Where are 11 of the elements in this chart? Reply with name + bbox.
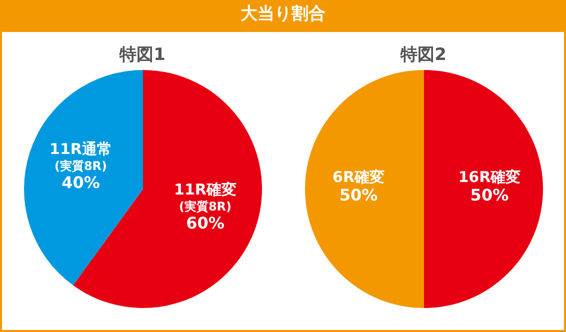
text: 大当り割合 [2, 2, 564, 32]
slice-label: 11R確変 (実質8R) [174, 180, 236, 214]
data-label: 50% [470, 186, 508, 205]
data-label: 40% [61, 172, 100, 192]
slice-label: 6R確変 [332, 168, 384, 186]
data-label: 60% [186, 213, 224, 232]
slice-label: 16R確変 [458, 168, 520, 186]
chart-title: 特図2 [399, 44, 448, 67]
chart-title: 特図1 [118, 44, 166, 67]
data-label: 50% [338, 186, 378, 205]
slice-label: 11R通常 (実質8R) [49, 140, 112, 173]
